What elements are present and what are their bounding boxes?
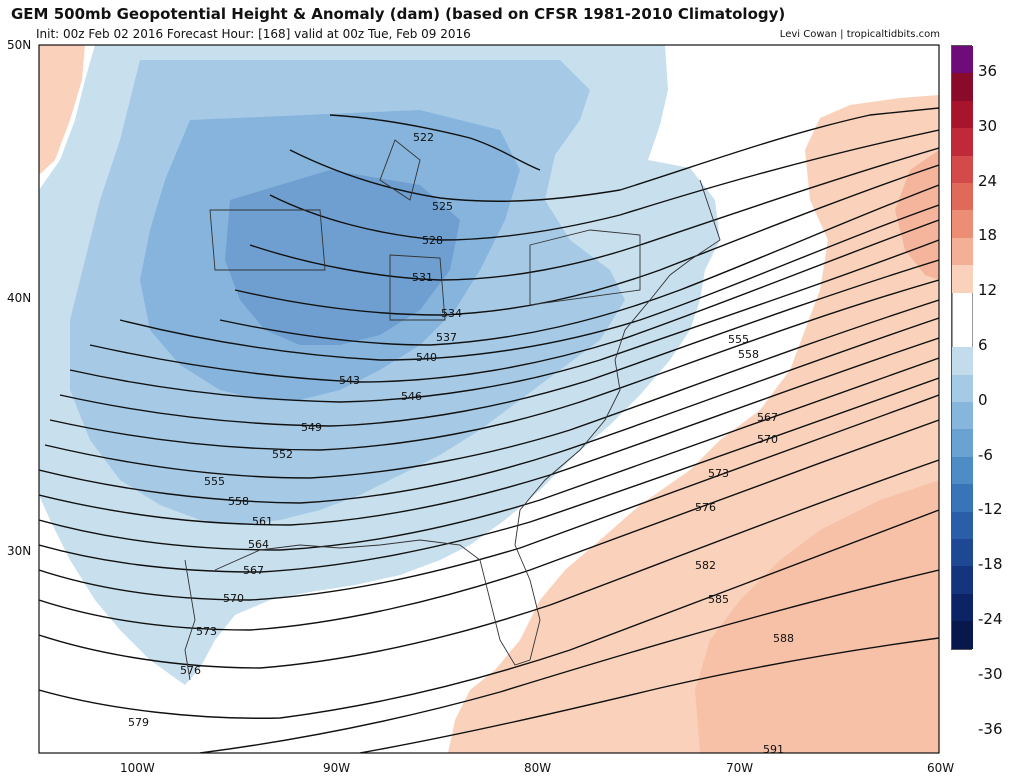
- colorbar-tick-label: 0: [978, 390, 988, 409]
- colorbar-segment: [952, 265, 973, 293]
- colorbar-segment: [952, 374, 973, 403]
- colorbar-segment: [952, 292, 973, 320]
- contour-labels: 5225255285315345375405435465495525555585…: [128, 131, 794, 756]
- contour-label: 579: [128, 716, 149, 729]
- contour-label: 576: [695, 501, 716, 514]
- contour-label: 531: [412, 271, 433, 284]
- contour-label: 570: [223, 592, 244, 605]
- contour-label: 576: [180, 664, 201, 677]
- contour-label: 540: [416, 351, 437, 364]
- contour-label: 522: [413, 131, 434, 144]
- negative-anomaly-shading: [39, 45, 720, 685]
- colorbar-tick-label: -12: [978, 500, 1003, 519]
- colorbar-tick-label: 30: [978, 116, 998, 135]
- contour-label: 591: [763, 743, 784, 756]
- contour-label: 558: [228, 495, 249, 508]
- contour-label: 567: [243, 564, 264, 577]
- contour-label: 552: [272, 448, 293, 461]
- colorbar-segment: [952, 210, 973, 238]
- contour-label: 534: [441, 307, 462, 320]
- contour-label: 588: [773, 632, 794, 645]
- colorbar-segment: [952, 484, 973, 512]
- colorbar-segment: [952, 539, 973, 567]
- colorbar-segment: [952, 621, 973, 649]
- contour-label: 528: [422, 234, 443, 247]
- colorbar-segment: [952, 155, 973, 183]
- contour-label: 573: [196, 625, 217, 638]
- colorbar-tick-label: 12: [978, 281, 998, 300]
- colorbar-segment: [952, 237, 973, 266]
- colorbar-tick-label: -36: [978, 719, 1003, 738]
- lat-label-30n: 30N: [7, 544, 32, 558]
- lon-label-80w: 80W: [524, 761, 552, 775]
- height-contours: [39, 107, 939, 753]
- colorbar-tick-label: -24: [978, 610, 1003, 628]
- colorbar-segment: [952, 593, 973, 622]
- contour-label: 525: [432, 200, 453, 213]
- colorbar-segment: [952, 511, 973, 540]
- contour-label: 555: [728, 333, 749, 346]
- colorbar-tick-label: 24: [978, 171, 998, 190]
- colorbar-tick-label: 36: [978, 62, 998, 80]
- credit-line: Levi Cowan | tropicaltidbits.com: [779, 29, 940, 40]
- contour-label: 573: [708, 467, 729, 480]
- colorbar-segment: [952, 347, 973, 375]
- lon-label-100w: 100W: [120, 761, 155, 775]
- contour-label: 549: [301, 421, 322, 434]
- colorbar-tick-label: 18: [978, 226, 998, 245]
- contour-label: 561: [252, 515, 273, 528]
- contour-label: 564: [248, 538, 269, 551]
- colorbar-tick-label: -18: [978, 555, 1003, 574]
- colorbar-segment: [952, 46, 973, 74]
- lon-label-60w: 60W: [927, 761, 955, 775]
- lon-label-70w: 70W: [726, 761, 754, 775]
- colorbar-tick-label: 6: [978, 336, 988, 354]
- colorbar-segment: [952, 319, 973, 348]
- map-title: GEM 500mb Geopotential Height & Anomaly …: [11, 5, 786, 23]
- colorbar-segment: [952, 182, 973, 211]
- colorbar: [951, 45, 973, 650]
- colorbar-segment: [952, 566, 973, 594]
- map-frame: [38, 44, 940, 754]
- lon-label-90w: 90W: [323, 761, 351, 775]
- colorbar-segment: [952, 128, 973, 156]
- positive-anomaly-shading: [39, 45, 939, 753]
- contour-label: 570: [757, 433, 778, 446]
- colorbar-segment: [952, 456, 973, 485]
- contour-label: 582: [695, 559, 716, 572]
- colorbar-segment: [952, 73, 973, 101]
- lat-label-50n: 50N: [7, 38, 32, 52]
- colorbar-segment: [952, 402, 973, 430]
- colorbar-segment: [952, 429, 973, 457]
- contour-label: 567: [757, 411, 778, 424]
- colorbar-tick-label: -6: [978, 445, 993, 464]
- coastlines-borders: [184, 139, 721, 681]
- contour-label: 585: [708, 593, 729, 606]
- contour-label: 558: [738, 348, 759, 361]
- lat-label-40n: 40N: [7, 291, 32, 305]
- contour-label: 537: [436, 331, 457, 344]
- contour-label: 543: [339, 374, 360, 387]
- contour-label: 546: [401, 390, 422, 403]
- colorbar-tick-label: -30: [978, 664, 1003, 683]
- colorbar-segment: [952, 100, 973, 129]
- forecast-info: Init: 00z Feb 02 2016 Forecast Hour: [16…: [36, 27, 471, 41]
- contour-label: 555: [204, 475, 225, 488]
